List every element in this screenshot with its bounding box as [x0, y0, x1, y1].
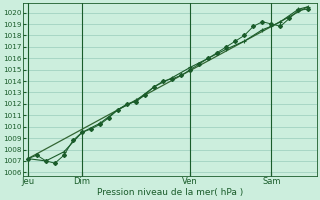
X-axis label: Pression niveau de la mer( hPa ): Pression niveau de la mer( hPa ): [97, 188, 243, 197]
